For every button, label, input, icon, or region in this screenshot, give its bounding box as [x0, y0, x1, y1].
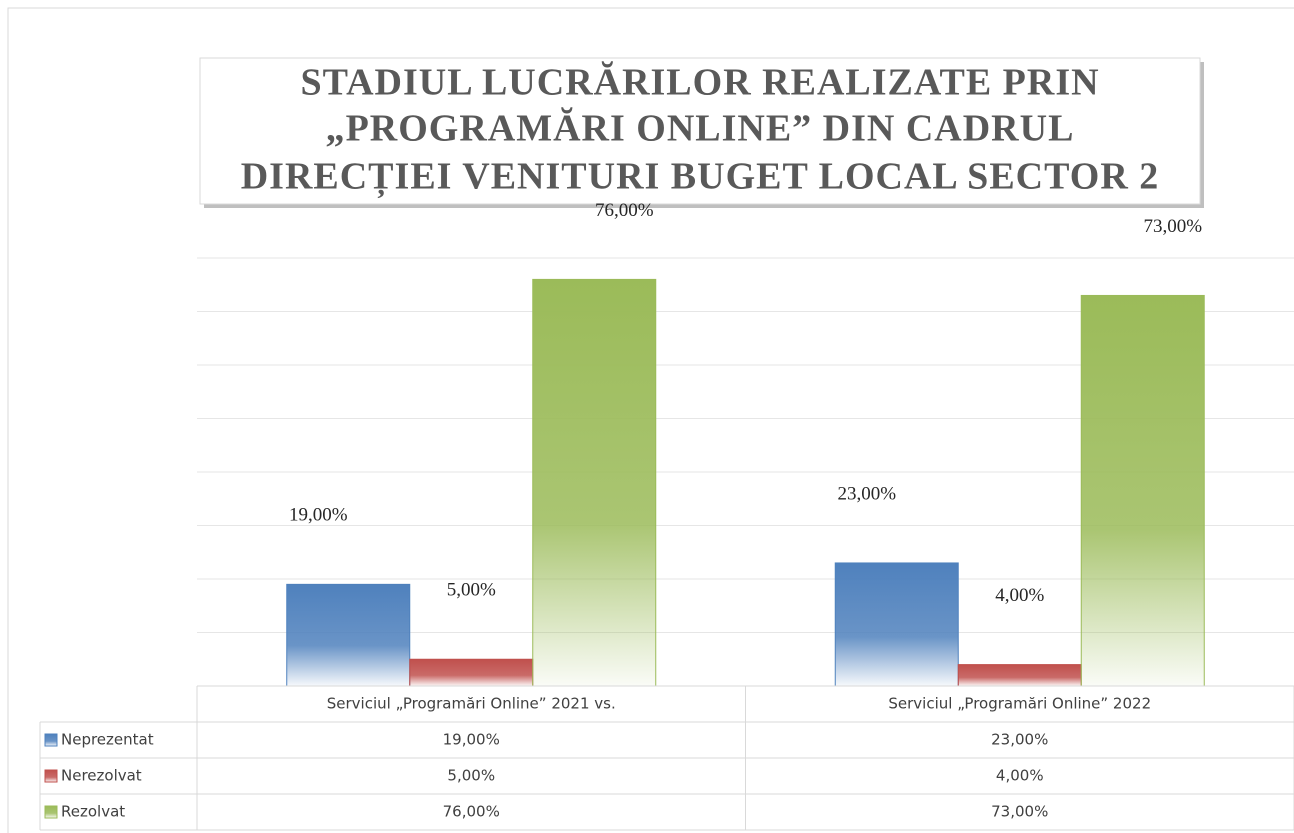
chart-title: „PROGRAMĂRI ONLINE” DIN CADRUL: [326, 108, 1075, 150]
legend-label: Nerezolvat: [61, 767, 142, 785]
bar: [1080, 294, 1205, 687]
legend-label: Neprezentat: [61, 731, 154, 749]
bar: [957, 664, 1082, 687]
bar: [532, 278, 657, 687]
legend-label: Rezolvat: [61, 803, 125, 821]
table-value: 4,00%: [996, 767, 1044, 785]
x-tick-label: Serviciul „Programări Online” 2021 vs.: [327, 695, 616, 713]
table-value: 19,00%: [443, 731, 500, 749]
chart-title: STADIUL LUCRĂRILOR REALIZATE PRIN: [300, 62, 1099, 104]
bar: [286, 583, 411, 687]
chart-frame: [7, 7, 1294, 833]
value-label: 23,00%: [837, 483, 896, 504]
x-tick-label: Serviciul „Programări Online” 2022: [888, 695, 1151, 713]
value-label: 76,00%: [595, 200, 654, 221]
value-label: 19,00%: [289, 505, 348, 526]
table-value: 5,00%: [447, 767, 495, 785]
bar: [409, 658, 534, 687]
bar: [834, 562, 959, 687]
table-value: 23,00%: [991, 731, 1048, 749]
title-box: [199, 57, 1201, 205]
value-label: 5,00%: [447, 580, 496, 601]
legend-swatch: [44, 769, 58, 783]
value-label: 4,00%: [995, 585, 1044, 606]
table-value: 73,00%: [991, 803, 1048, 821]
chart-title: DIRECȚIEI VENITURI BUGET LOCAL SECTOR 2: [241, 156, 1160, 199]
value-label: 73,00%: [1143, 216, 1202, 237]
legend-swatch: [44, 733, 58, 747]
table-value: 76,00%: [443, 803, 500, 821]
legend-swatch: [44, 805, 58, 819]
